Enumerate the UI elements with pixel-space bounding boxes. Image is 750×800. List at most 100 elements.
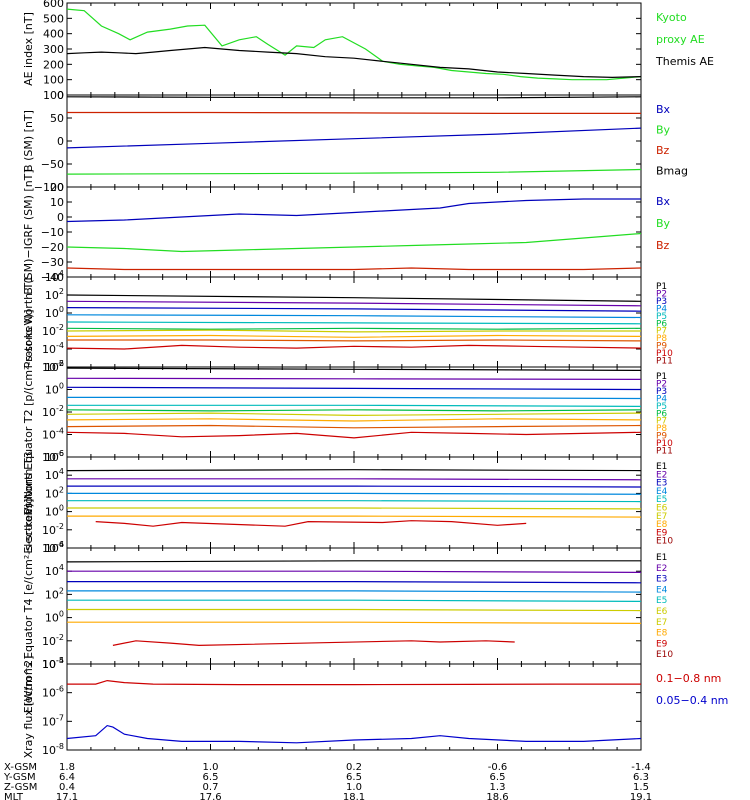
series-line bbox=[67, 478, 642, 481]
legend-entry: P11 bbox=[656, 357, 673, 367]
y-tick-label: 10-2 bbox=[42, 404, 64, 419]
y-tick-label: 10-7 bbox=[42, 713, 64, 728]
series-line bbox=[67, 608, 642, 612]
y-tick-label: 300 bbox=[43, 43, 64, 56]
legend-entry: Themis AE bbox=[655, 55, 714, 68]
series-line bbox=[66, 96, 642, 99]
panel-3: 20 10 0 −10 −20 −30 −40 B (SM)−IGRF (SM) [nT] Bx… bbox=[22, 169, 671, 294]
plot-frame bbox=[66, 547, 642, 665]
legend-entry: E4 bbox=[656, 487, 668, 497]
series-line bbox=[67, 492, 642, 495]
y-tick-label: 100 bbox=[45, 610, 64, 625]
y-tick-label: 0 bbox=[57, 89, 64, 102]
series-line bbox=[66, 314, 642, 319]
x-tick-value: 0.2 bbox=[346, 762, 362, 773]
y-tick-label: 100 bbox=[45, 504, 64, 519]
series-line bbox=[67, 404, 642, 407]
legend-entry: 0.1−0.8 nm bbox=[656, 672, 721, 685]
legend-entry: P6 bbox=[656, 319, 667, 329]
y-tick-label: −10 bbox=[41, 226, 64, 239]
legend-entry: E1 bbox=[656, 462, 667, 472]
legend-entry: E5 bbox=[656, 495, 667, 505]
x-tick-value: 6.5 bbox=[203, 772, 219, 783]
legend-entry: proxy AE bbox=[656, 33, 705, 46]
x-tick-value: -0.6 bbox=[488, 762, 508, 773]
legend-entry: P6 bbox=[656, 409, 667, 419]
y-tick-label: −50 bbox=[41, 158, 64, 171]
legend-entry: E2 bbox=[656, 564, 667, 574]
legend-entry: P5 bbox=[656, 312, 667, 322]
y-tick-label: 106 bbox=[45, 449, 64, 464]
x-tick-value: 1.0 bbox=[203, 762, 219, 773]
y-tick-label: 100 bbox=[45, 305, 64, 320]
y-tick-label: 10-4 bbox=[42, 427, 64, 442]
series-line bbox=[67, 339, 642, 342]
legend-entry: E3 bbox=[656, 479, 667, 489]
plot-frame bbox=[66, 186, 642, 278]
series-line bbox=[66, 560, 641, 563]
series-line bbox=[66, 469, 642, 472]
series-line bbox=[66, 424, 642, 429]
panel-5: 102 100 10-2 10-4 10-6 Protons Equator T2 [p/… bbox=[22, 309, 673, 514]
series-line bbox=[67, 396, 642, 400]
y-tick-label: 10-4 bbox=[42, 540, 64, 555]
x-tick-value: 0.7 bbox=[203, 782, 219, 793]
series-line bbox=[67, 599, 642, 603]
series-line bbox=[67, 621, 642, 625]
x-tick-value: 6.3 bbox=[633, 772, 649, 783]
x-tick-value: 17.6 bbox=[199, 792, 221, 800]
y-tick-label: 20 bbox=[50, 181, 64, 194]
x-tick-value: 6.5 bbox=[346, 772, 362, 783]
y-tick-label: −100 bbox=[34, 181, 64, 194]
panel-8: 10-5 10-6 10-7 10-8 Xray flux [W/m^2] 0.1−0.8… bbox=[22, 656, 728, 759]
y-axis-label: Xray flux [W/m^2] bbox=[22, 656, 35, 759]
y-axis-label: B (SM)−IGRF (SM) [nT] bbox=[22, 169, 35, 294]
legend-entry: P11 bbox=[656, 447, 673, 457]
legend-entry: E6 bbox=[656, 607, 668, 617]
legend-entry: E3 bbox=[656, 575, 667, 585]
y-tick-label: 100 bbox=[43, 74, 64, 87]
legend-entry: P9 bbox=[656, 342, 667, 352]
legend-entry: P4 bbox=[656, 394, 667, 404]
legend-entry: P7 bbox=[656, 327, 667, 337]
y-tick-label: 102 bbox=[45, 287, 64, 302]
legend-entry: E9 bbox=[656, 639, 668, 649]
legend-entry: E5 bbox=[656, 596, 667, 606]
x-tick-value: 1.0 bbox=[346, 782, 362, 793]
legend-entry: By bbox=[656, 124, 671, 137]
y-tick-label: 200 bbox=[43, 58, 64, 71]
y-tick-label: 10-2 bbox=[42, 522, 64, 537]
y-tick-label: 102 bbox=[45, 485, 64, 500]
y-tick-label: 10-8 bbox=[42, 742, 64, 757]
series-line bbox=[67, 111, 641, 115]
y-tick-label: 10-5 bbox=[42, 656, 64, 671]
y-tick-label: 10-4 bbox=[42, 656, 64, 671]
legend-entry: P3 bbox=[656, 387, 667, 397]
legend-entry: E6 bbox=[656, 504, 668, 514]
series-line bbox=[66, 334, 642, 338]
legend-entry: E7 bbox=[656, 512, 667, 522]
legend-entry: E2 bbox=[656, 470, 667, 480]
series-line bbox=[66, 168, 642, 175]
y-tick-label: 500 bbox=[43, 12, 64, 25]
series-line bbox=[66, 232, 642, 253]
series-line bbox=[66, 386, 642, 391]
series-line bbox=[66, 267, 642, 271]
x-tick-value: 0.4 bbox=[59, 782, 75, 793]
y-axis-label: Electrons North T3 bbox=[22, 451, 35, 553]
y-tick-label: 100 bbox=[45, 382, 64, 397]
series-line bbox=[66, 329, 641, 333]
panel-2: 100 50 0 −50 −100 B (SM) [nT] Bx By Bz Bmag bbox=[22, 89, 688, 194]
y-tick-label: 400 bbox=[43, 28, 64, 41]
x-tick-value: 6.5 bbox=[490, 772, 506, 783]
x-tick-value: 19.1 bbox=[630, 792, 652, 800]
panel-6: 106 104 102 100 10-2 10-4 Electrons North T3 E1… bbox=[22, 449, 673, 555]
series-line bbox=[66, 46, 642, 79]
y-tick-label: −20 bbox=[41, 241, 64, 254]
y-tick-label: 10-6 bbox=[42, 359, 64, 374]
x-tick-value: 1.8 bbox=[59, 762, 75, 773]
legend-entry: E10 bbox=[656, 537, 673, 547]
series-line bbox=[66, 431, 642, 439]
